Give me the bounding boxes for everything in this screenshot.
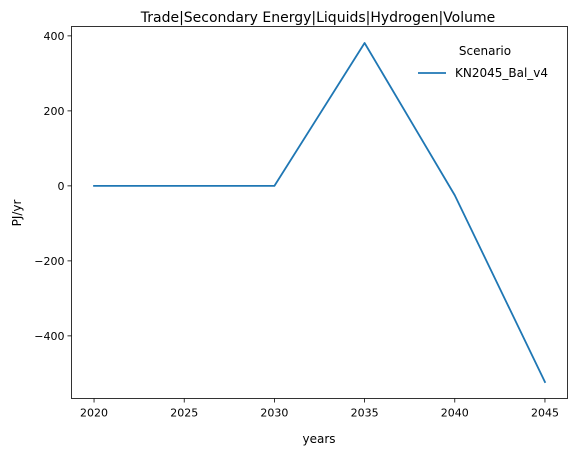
chart-title: Trade|Secondary Energy|Liquids|Hydrogen|…	[140, 10, 495, 26]
plot-area: 2020 2025 2030 2035 2040 2045 400 200 0 −200 −400	[34, 26, 568, 420]
y-tick-label: 0	[58, 180, 65, 193]
y-axis-ticks: 400 200 0 −200 −400	[34, 30, 72, 343]
y-axis-label: PJ/yr	[10, 200, 24, 227]
series-layer	[93, 42, 547, 384]
legend-label: KN2045_Bal_v4	[455, 66, 548, 80]
y-tick-label: 200	[44, 105, 65, 118]
series-line	[93, 42, 547, 384]
legend: Scenario KN2045_Bal_v4	[418, 44, 548, 80]
x-tick-label: 2030	[260, 407, 288, 420]
x-axis-ticks: 2020 2025 2030 2035 2040 2045	[80, 398, 559, 420]
x-tick-label: 2020	[80, 407, 108, 420]
x-tick-label: 2045	[531, 407, 559, 420]
x-tick-label: 2035	[351, 407, 379, 420]
x-tick-label: 2040	[441, 407, 469, 420]
y-tick-label: 400	[44, 30, 65, 43]
x-axis-label: years	[302, 432, 335, 446]
x-tick-label: 2025	[170, 407, 198, 420]
plot-frame	[71, 26, 568, 399]
legend-title: Scenario	[459, 44, 511, 58]
y-tick-label: −200	[34, 255, 64, 268]
y-tick-label: −400	[34, 330, 64, 343]
